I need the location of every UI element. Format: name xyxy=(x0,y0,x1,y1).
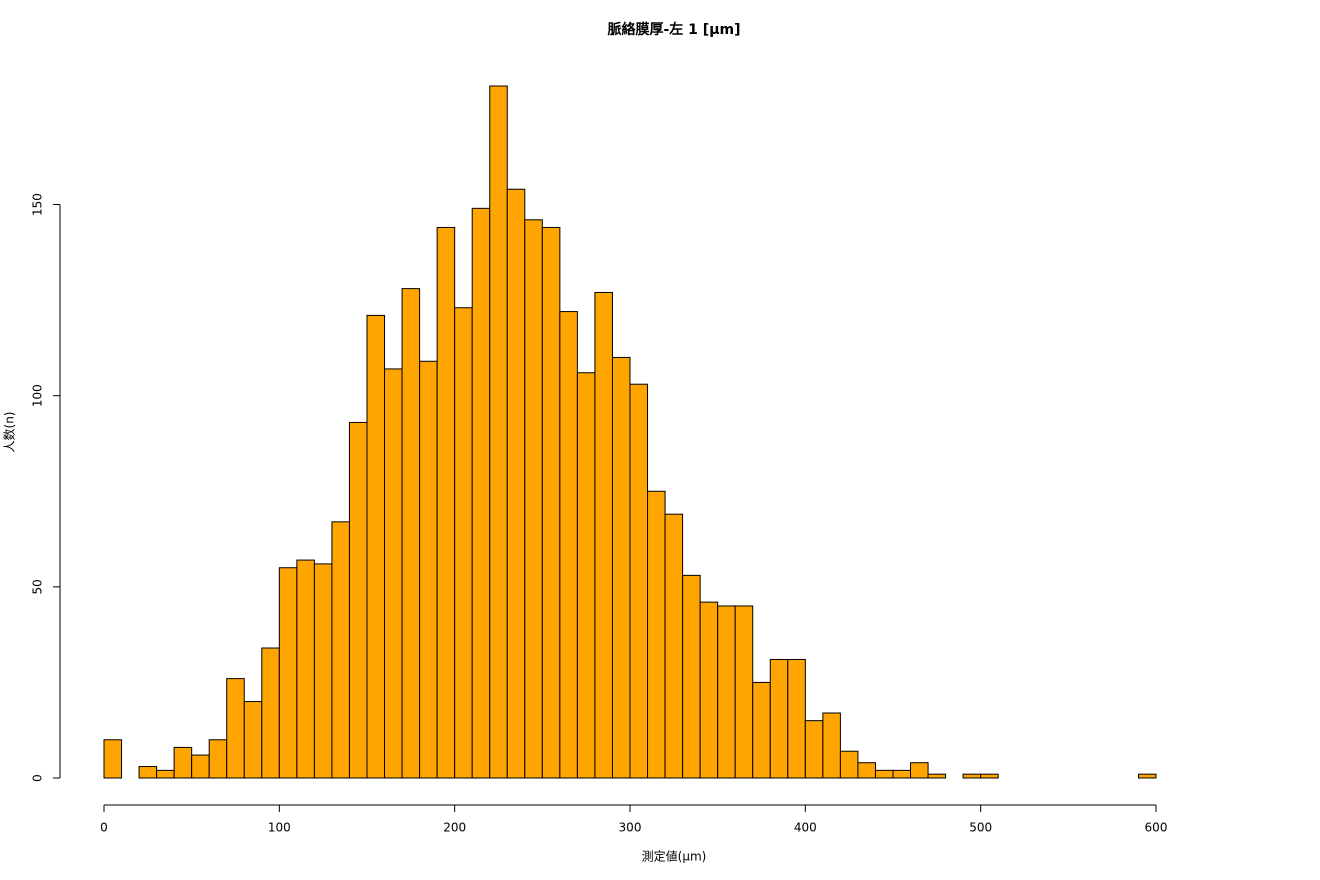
bar xyxy=(191,754,210,779)
bar xyxy=(734,605,754,779)
bar xyxy=(927,773,947,779)
bar xyxy=(647,490,666,779)
y-axis-label: 人数(n) xyxy=(2,412,17,453)
bar xyxy=(576,372,596,779)
chart-title: 脈絡膜厚-左 1 [μm] xyxy=(608,21,741,38)
bar xyxy=(559,311,578,779)
bar xyxy=(1137,773,1157,779)
bar xyxy=(611,356,631,779)
bar xyxy=(103,739,123,779)
bar xyxy=(261,647,280,779)
bar xyxy=(524,219,543,779)
bar xyxy=(839,750,859,779)
bar xyxy=(682,574,701,779)
bar xyxy=(787,658,806,779)
x-tick-label: 100 xyxy=(268,821,291,835)
bar xyxy=(156,769,175,779)
x-axis-label: 測定値(μm) xyxy=(642,849,707,864)
bar xyxy=(892,769,912,779)
bar xyxy=(173,746,193,779)
bar xyxy=(541,226,561,779)
x-tick-label: 600 xyxy=(1145,821,1168,835)
x-tick-label: 0 xyxy=(100,821,108,835)
bar xyxy=(436,226,456,779)
bar xyxy=(348,421,368,779)
bar xyxy=(699,601,719,779)
bar xyxy=(752,681,771,779)
bar xyxy=(857,762,876,779)
y-tick-label: 0 xyxy=(31,774,45,782)
y-tick-label: 100 xyxy=(31,384,45,407)
bar xyxy=(243,701,263,779)
x-tick-label: 200 xyxy=(443,821,466,835)
bar xyxy=(419,360,438,779)
bar xyxy=(313,563,333,779)
bar xyxy=(138,766,158,779)
bar xyxy=(226,678,245,779)
x-tick-label: 500 xyxy=(969,821,992,835)
bar xyxy=(331,521,350,779)
bar xyxy=(366,314,386,779)
y-tick-label: 150 xyxy=(31,193,45,216)
bar xyxy=(664,513,684,779)
y-tick-label: 50 xyxy=(31,579,45,594)
bar xyxy=(874,769,894,779)
bar xyxy=(384,368,403,779)
x-tick-label: 400 xyxy=(794,821,817,835)
bar xyxy=(296,559,315,779)
bar xyxy=(489,85,508,779)
bar xyxy=(980,773,999,779)
bar xyxy=(910,762,929,779)
bar xyxy=(717,605,736,779)
x-tick-label: 300 xyxy=(619,821,642,835)
bar xyxy=(962,773,982,779)
bar xyxy=(769,658,789,779)
bar xyxy=(804,720,824,779)
bar xyxy=(594,291,613,779)
bar xyxy=(629,383,649,779)
bar xyxy=(278,567,298,779)
bar xyxy=(401,288,421,779)
bar xyxy=(506,188,526,779)
bar xyxy=(454,307,473,779)
bar xyxy=(208,739,228,779)
bar xyxy=(822,712,841,779)
bar xyxy=(471,207,491,779)
